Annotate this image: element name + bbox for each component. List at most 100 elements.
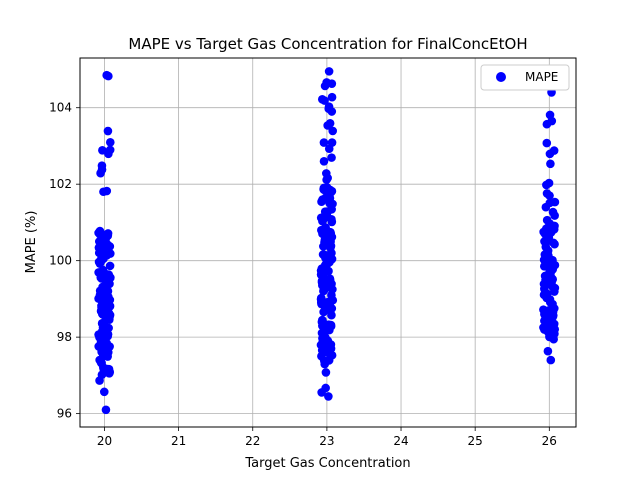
- x-tick-label: 22: [245, 434, 260, 448]
- scatter-point: [319, 250, 329, 259]
- scatter-point: [546, 159, 555, 169]
- x-axis-label: Target Gas Concentration: [244, 456, 410, 471]
- scatter-point: [321, 223, 330, 232]
- scatter-point: [94, 237, 104, 246]
- scatter-point: [320, 301, 330, 311]
- scatter-point: [542, 189, 552, 198]
- scatter-point: [544, 251, 553, 260]
- scatter-point: [328, 126, 338, 136]
- scatter-point: [327, 214, 336, 224]
- scatter-point: [539, 305, 548, 314]
- scatter-point: [317, 94, 327, 104]
- x-tick-label: 21: [171, 434, 186, 448]
- scatter-point: [542, 119, 552, 129]
- scatter-point: [546, 355, 556, 365]
- y-tick-label: 104: [49, 101, 72, 115]
- scatter-point: [321, 368, 331, 377]
- legend-marker: [496, 72, 506, 82]
- scatter-point: [320, 81, 330, 91]
- scatter-point: [317, 317, 327, 327]
- scatter-point: [550, 239, 559, 249]
- scatter-point: [318, 333, 327, 343]
- x-tick-label: 24: [393, 434, 408, 448]
- scatter-point: [317, 388, 326, 397]
- scatter-point: [540, 284, 549, 294]
- scatter-point: [105, 261, 115, 271]
- legend: MAPE: [480, 64, 570, 91]
- scatter-point: [322, 169, 331, 178]
- scatter-point: [319, 157, 329, 166]
- scatter-point: [317, 197, 326, 207]
- scatter-point: [317, 351, 326, 361]
- scatter-point: [99, 387, 109, 397]
- scatter-point: [546, 226, 555, 236]
- scatter-point: [544, 233, 554, 242]
- scatter-point: [545, 198, 555, 208]
- chart-title: MAPE vs Target Gas Concentration for Fin…: [128, 35, 527, 53]
- scatter-point: [327, 92, 337, 102]
- scatter-point: [94, 243, 104, 252]
- scatter-point: [96, 337, 106, 347]
- scatter-point: [95, 226, 105, 236]
- plot-area-frame: [79, 57, 577, 428]
- scatter-point: [103, 352, 112, 361]
- scatter-point: [323, 207, 333, 216]
- scatter-point: [542, 293, 551, 303]
- scatter-point: [97, 161, 107, 171]
- scatter-point: [103, 231, 113, 240]
- scatter-point: [101, 405, 111, 415]
- scatter-point: [549, 304, 559, 313]
- x-tick-label: 25: [468, 434, 483, 448]
- scatter-point: [101, 305, 111, 315]
- scatter-point: [105, 138, 115, 147]
- x-tick-label: 23: [319, 434, 334, 448]
- scatter-point: [105, 145, 115, 155]
- scatter-point: [319, 183, 329, 193]
- scatter-point: [105, 249, 115, 258]
- scatter-point: [326, 344, 336, 353]
- scatter-point: [549, 260, 559, 270]
- scatter-point: [545, 149, 555, 159]
- scatter-point: [327, 290, 336, 300]
- scatter-point: [102, 186, 112, 196]
- scatter-point: [545, 110, 555, 120]
- scatter-point: [101, 275, 110, 284]
- scatter-point: [542, 138, 552, 148]
- y-tick-label: 102: [49, 177, 72, 191]
- y-tick-label: 98: [57, 330, 72, 344]
- scatter-point: [316, 340, 326, 350]
- scatter-point: [548, 331, 558, 341]
- scatter-point: [318, 281, 327, 290]
- legend-box: [480, 64, 570, 91]
- scatter-point: [95, 355, 104, 365]
- y-tick-label: 100: [49, 254, 72, 268]
- y-tick-label: 96: [57, 407, 72, 421]
- scatter-point: [324, 320, 334, 330]
- scatter-point: [550, 283, 560, 293]
- scatter-point: [543, 346, 553, 356]
- scatter-point: [97, 318, 107, 328]
- scatter-point: [105, 342, 114, 351]
- scatter-point: [95, 286, 105, 296]
- scatter-point: [327, 310, 336, 320]
- x-tick-label: 20: [97, 434, 112, 448]
- scatter-point: [541, 261, 551, 271]
- scatter-point: [103, 126, 113, 136]
- scatter-point: [324, 238, 333, 248]
- legend-label: MAPE: [525, 70, 558, 84]
- scatter-point: [550, 211, 559, 220]
- scatter-point: [325, 118, 335, 128]
- scatter-point: [327, 138, 337, 147]
- scatter-point: [104, 71, 113, 81]
- scatter-point: [317, 264, 327, 273]
- scatter-point: [542, 215, 552, 225]
- scatter-point: [95, 259, 105, 268]
- scatter-point: [316, 213, 326, 223]
- scatter-point: [548, 311, 558, 320]
- scatter-point: [324, 104, 334, 113]
- scatter-point: [103, 331, 113, 341]
- scatter-point: [99, 364, 108, 374]
- scatter-point: [99, 293, 109, 302]
- scatter-point: [319, 138, 329, 147]
